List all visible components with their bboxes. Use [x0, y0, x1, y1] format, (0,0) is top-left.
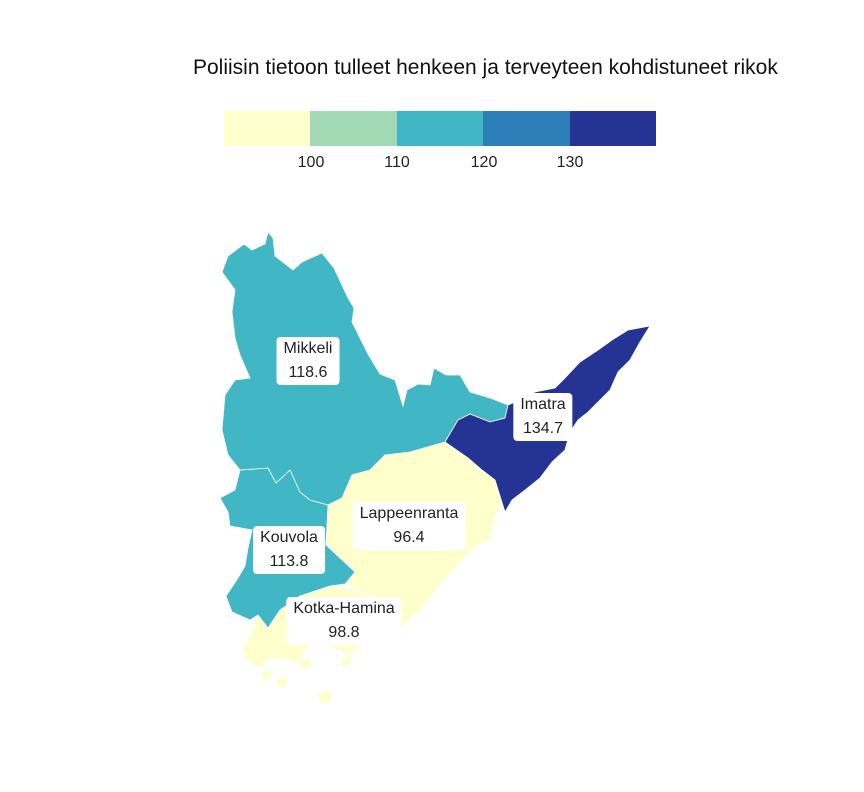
region-name: Lappeenranta: [359, 505, 459, 522]
region-value: 134.7: [522, 420, 564, 437]
legend-swatch-5: [569, 111, 657, 146]
legend-tick-120: 120: [470, 154, 498, 171]
legend-swatch-3: [396, 111, 484, 146]
region-value: 98.8: [328, 624, 360, 641]
region-name: Kotka-Hamina: [293, 600, 395, 617]
region-name: Imatra: [520, 396, 566, 413]
region-value: 96.4: [393, 529, 425, 546]
color-legend: [224, 111, 657, 146]
region-value: 113.8: [269, 553, 309, 570]
region-value: 118.6: [288, 364, 328, 381]
region-name: Kouvola: [260, 529, 318, 546]
region-label-kouvola: Kouvola 113.8: [253, 526, 325, 574]
map-title: Poliisin tietoon tulleet henkeen ja terv…: [193, 56, 778, 79]
legend-swatch-1: [224, 111, 311, 146]
region-label-lappeenranta: Lappeenranta 96.4: [352, 502, 466, 550]
legend-swatch-4: [483, 111, 570, 146]
region-name: Mikkeli: [283, 340, 333, 357]
legend-swatch-2: [310, 111, 397, 146]
region-label-imatra: Imatra 134.7: [513, 393, 573, 441]
legend-tick-130: 130: [556, 154, 584, 171]
region-label-kotka-hamina: Kotka-Hamina 98.8: [286, 597, 402, 645]
legend-tick-110: 110: [384, 154, 410, 171]
legend-tick-100: 100: [297, 154, 325, 171]
region-label-mikkeli: Mikkeli 118.6: [276, 337, 340, 385]
